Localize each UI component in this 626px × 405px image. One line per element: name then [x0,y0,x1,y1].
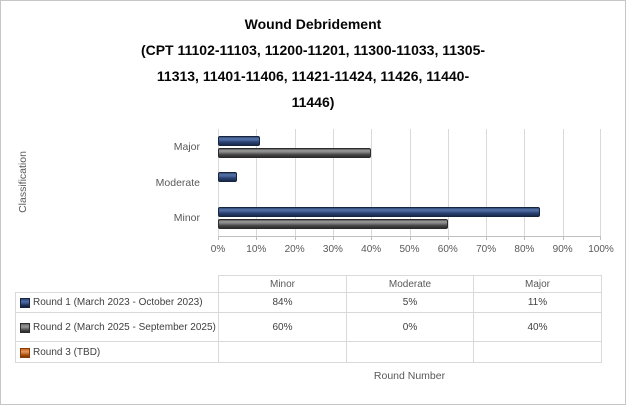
chart-title: Wound Debridement (CPT 11102-11103, 1120… [31,11,595,115]
bar-minor-series2 [218,219,448,230]
gridline [524,129,526,236]
table-value: 11% [473,292,602,313]
table-value: 60% [218,312,347,342]
x-tick-label: 20% [284,244,305,255]
legend-marker-round3-icon [20,347,30,358]
gridline [600,129,601,236]
category-axis-labels: Major Moderate Minor [1,129,209,236]
bar-major-series2 [218,147,372,158]
table-row: Round 3 (TBD) [15,341,602,363]
category-label: Moderate [155,176,200,189]
tick-mark [524,236,526,240]
tick-mark [409,236,411,240]
x-tick-label: 60% [437,244,458,255]
x-tick-label: 0% [210,244,226,255]
table-row: Round 2 (March 2025 - September 2025) 60… [15,312,602,342]
tick-mark [294,236,296,240]
legend-cell: Round 1 (March 2023 - October 2023) [15,292,219,313]
x-axis-title: Round Number [373,370,446,382]
chart-title-line: 11446) [291,94,335,110]
legend-label: Round 2 (March 2025 - September 2025) [33,321,216,333]
legend-label: Round 1 (March 2023 - October 2023) [33,297,203,308]
bar-major-series1 [218,135,261,146]
tick-mark [332,236,334,240]
plot-area [218,129,601,240]
chart-title-line: 11313, 11401-11406, 11421-11424, 11426, … [156,68,470,84]
bar-moderate-series1 [218,171,238,182]
gridline [256,129,258,236]
gridline [562,129,564,236]
table-value [218,341,347,363]
category-label: Major [173,140,200,153]
x-tick-label: 100% [588,244,614,255]
tick-mark [218,236,219,240]
gridline [332,129,334,236]
x-tick-label: 70% [476,244,497,255]
table-value: 84% [218,292,347,313]
column-header: Major [473,275,602,293]
table-value: 40% [473,312,602,342]
table-corner-cell [15,275,219,293]
legend-cell: Round 3 (TBD) [15,341,219,363]
tick-mark [486,236,488,240]
category-label: Minor [173,212,200,225]
x-tick-label: 40% [361,244,382,255]
tick-mark [600,236,601,240]
x-tick-label: 10% [246,244,267,255]
legend-marker-round1-icon [20,298,30,308]
tick-mark [447,236,449,240]
x-tick-label: 30% [322,244,343,255]
table-value: 0% [346,312,474,342]
tick-mark [256,236,258,240]
column-header: Moderate [346,275,474,293]
x-axis-tick-labels: 0% 10% 20% 30% 40% 50% 60% 70% 80% 90% 100% [211,244,614,257]
table-value [473,341,602,363]
column-header: Minor [218,275,347,293]
gridline [486,129,488,236]
chart-data-table: Minor Moderate Major Round 1 (March 2023… [15,275,602,363]
bar-minor-series1 [218,207,540,218]
x-tick-label: 90% [552,244,573,255]
table-row: Round 1 (March 2023 - October 2023) 84% … [15,292,602,313]
gridline [294,129,296,236]
x-tick-label: 50% [399,244,420,255]
gridline [447,129,449,236]
legend-cell: Round 2 (March 2025 - September 2025) [15,312,219,342]
table-value [346,341,474,363]
tick-mark [562,236,564,240]
gridline [371,129,373,236]
table-header-row: Minor Moderate Major [15,275,602,293]
x-tick-label: 80% [514,244,535,255]
legend-label: Round 3 (TBD) [33,346,101,358]
chart-title-line: Wound Debridement [244,16,382,32]
tick-mark [371,236,373,240]
legend-marker-round2-icon [20,322,30,333]
chart-title-line: (CPT 11102-11103, 11200-11201, 11300-110… [140,42,486,58]
gridline [409,129,411,236]
table-value: 5% [346,292,474,313]
gridline [218,129,219,236]
